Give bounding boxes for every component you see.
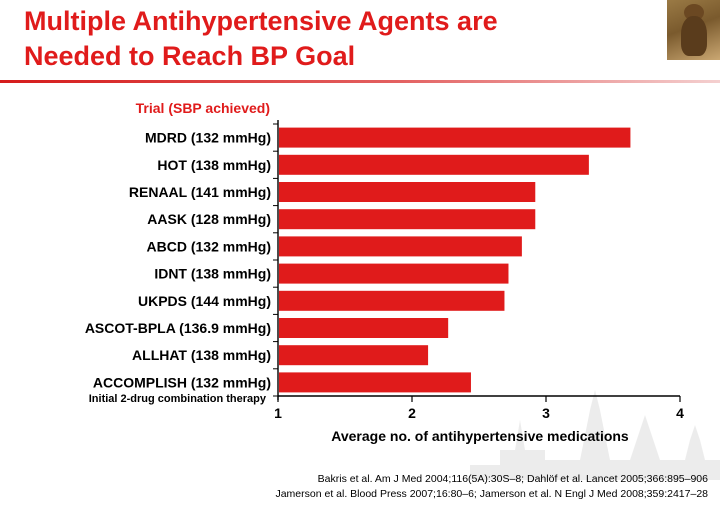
x-tick-label: 1 xyxy=(274,405,282,421)
bar xyxy=(279,318,449,338)
x-tick-label: 4 xyxy=(676,405,684,421)
category-label: ASCOT-BPLA (136.9 mmHg) xyxy=(85,320,271,336)
category-label: ABCD (132 mmHg) xyxy=(147,238,271,254)
annotation-text: Initial 2-drug combination therapy xyxy=(89,393,267,405)
bar xyxy=(279,263,509,284)
category-label: ACCOMPLISH (132 mmHg) xyxy=(93,374,271,390)
category-label: MDRD (132 mmHg) xyxy=(145,130,271,146)
slide-title: Multiple Antihypertensive Agents are Nee… xyxy=(24,4,644,74)
x-axis-label: Average no. of antihypertensive medicati… xyxy=(331,428,629,444)
bear-photo xyxy=(667,0,720,60)
category-axis-header: Trial (SBP achieved) xyxy=(136,100,270,116)
title-divider xyxy=(0,80,720,83)
bar xyxy=(279,154,589,175)
category-label: UKPDS (144 mmHg) xyxy=(138,293,271,309)
slide-title-line1: Multiple Antihypertensive Agents are xyxy=(24,6,498,36)
slide-title-line2: Needed to Reach BP Goal xyxy=(24,41,356,71)
reference-line-1: Bakris et al. Am J Med 2004;116(5A):30S–… xyxy=(317,473,708,485)
x-tick-label: 3 xyxy=(542,405,550,421)
category-label: HOT (138 mmHg) xyxy=(157,157,271,173)
category-label: RENAAL (141 mmHg) xyxy=(129,184,271,200)
bear-body-shape xyxy=(681,16,707,56)
category-label: AASK (128 mmHg) xyxy=(147,211,271,227)
reference-line-2: Jamerson et al. Blood Press 2007;16:80–6… xyxy=(275,488,708,500)
bar xyxy=(279,236,522,257)
category-label: IDNT (138 mmHg) xyxy=(154,266,271,282)
bar xyxy=(279,209,536,230)
bar xyxy=(279,290,505,311)
bar xyxy=(279,345,429,366)
bar xyxy=(279,372,471,393)
category-label: ALLHAT (138 mmHg) xyxy=(132,347,271,363)
x-tick-label: 2 xyxy=(408,405,416,421)
bar xyxy=(279,182,536,202)
bar xyxy=(279,127,631,148)
city-skyline-watermark xyxy=(470,390,720,480)
plot-area: MDRD (132 mmHg) HOT (138 mmHg) RENAAL (141… xyxy=(85,120,684,421)
